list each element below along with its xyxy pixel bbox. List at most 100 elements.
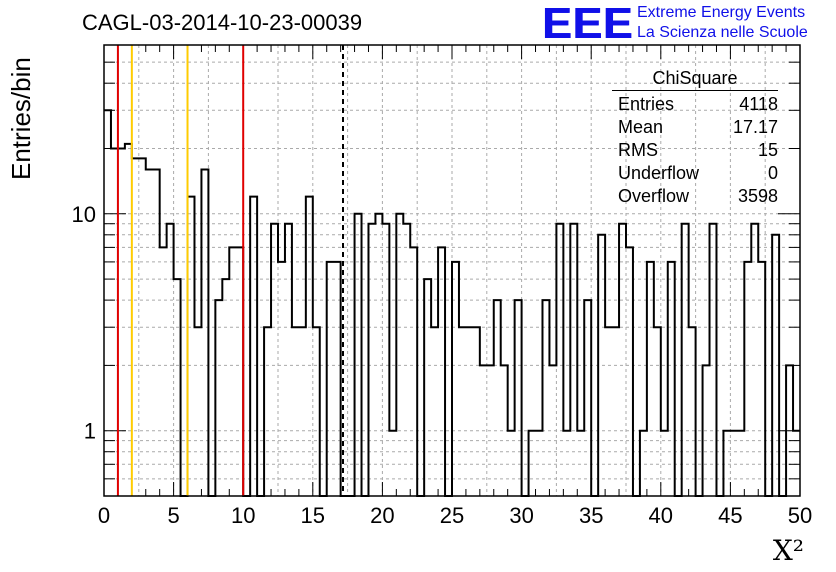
histogram-bin	[327, 262, 334, 496]
chart-title: CAGL-03-2014-10-23-00039	[82, 10, 363, 35]
histogram-bin	[375, 214, 382, 496]
histogram-bin	[536, 431, 543, 496]
histogram-bin	[264, 327, 271, 496]
x-tick-label: 15	[301, 503, 325, 528]
histogram-bin	[410, 247, 417, 496]
histogram-bin	[619, 224, 626, 496]
histogram-bin	[118, 148, 125, 496]
histogram-bin	[598, 235, 605, 496]
histogram-bin	[229, 247, 236, 496]
histogram-bin	[222, 279, 229, 496]
histogram-bin	[501, 365, 508, 496]
histogram-bin	[146, 170, 153, 496]
histogram-bin	[786, 365, 793, 496]
histogram-bin	[563, 431, 570, 496]
histogram-bin	[751, 224, 758, 496]
plot-frame	[103, 44, 801, 497]
stats-label: Mean	[618, 117, 664, 137]
histogram-bin	[723, 431, 730, 496]
x-tick-label: 20	[370, 503, 394, 528]
stats-label: Overflow	[618, 186, 690, 206]
histogram-bin	[466, 327, 473, 496]
stats-row-entries: Entries 4118	[612, 93, 778, 116]
histogram-bin	[278, 262, 285, 496]
stats-value: 15	[757, 140, 778, 160]
eee-logo: EEE	[542, 0, 634, 48]
x-tick-label: 10	[231, 503, 255, 528]
histogram-bin	[710, 224, 717, 496]
histogram-bin	[480, 365, 487, 496]
histogram-bin	[605, 327, 612, 496]
histogram-bin	[368, 224, 375, 496]
histogram-bin	[201, 170, 208, 496]
histogram-bin	[772, 235, 779, 496]
histogram-bin	[626, 247, 633, 496]
logo-subtitle-1: Extreme Energy Events	[637, 4, 806, 21]
x-axis-label: X²	[772, 534, 804, 567]
histogram-bin	[515, 300, 522, 496]
x-tick-label: 35	[579, 503, 603, 528]
histogram-bin	[452, 262, 459, 496]
histogram-bin	[396, 214, 403, 496]
histogram-bin	[299, 327, 306, 496]
histogram-series	[104, 109, 800, 497]
histogram-bin	[459, 327, 466, 496]
histogram-bin	[758, 262, 765, 496]
histogram-bin	[306, 197, 313, 496]
x-tick-label: 25	[440, 503, 464, 528]
stats-title: ChiSquare	[612, 68, 778, 91]
stats-row-underflow: Underflow 0	[612, 162, 778, 185]
histogram-bin	[271, 224, 278, 496]
stats-row-rms: RMS 15	[612, 139, 778, 162]
histogram-bin	[584, 300, 591, 496]
x-tick-label: 50	[788, 503, 812, 528]
y-tick-label: 1	[84, 419, 96, 444]
histogram-bin	[682, 224, 689, 496]
histogram-bin	[139, 158, 146, 496]
histogram-bin	[215, 300, 222, 496]
histogram-bin	[424, 279, 431, 496]
stats-value: 0	[767, 163, 778, 183]
stats-value: 4118	[739, 94, 778, 114]
histogram-bin	[542, 300, 549, 496]
x-tick-label: 40	[649, 503, 673, 528]
histogram-bin	[689, 327, 696, 496]
histogram-bin	[654, 327, 661, 496]
stats-row-overflow: Overflow 3598	[612, 185, 778, 208]
stats-value: 3598	[737, 186, 778, 206]
stats-value: 17.17	[732, 117, 778, 137]
histogram-bin	[403, 224, 410, 496]
histogram-bin	[132, 158, 139, 496]
histogram-bin	[382, 224, 389, 496]
histogram-bin	[160, 247, 167, 496]
x-tick-label: 45	[718, 503, 742, 528]
histogram-bin	[125, 144, 132, 496]
histogram-bin	[292, 327, 299, 496]
histogram-bin	[104, 110, 111, 496]
histogram-bin	[285, 224, 292, 496]
histogram-bin	[661, 431, 668, 496]
stats-box: ChiSquare Entries 4118 Mean 17.17 RMS 15…	[612, 68, 778, 208]
histogram-bin	[730, 431, 737, 496]
histogram-bin	[793, 431, 800, 496]
histogram-bin	[703, 365, 710, 496]
histogram-bin	[473, 327, 480, 496]
histogram-bin	[313, 327, 320, 496]
histogram-bin	[487, 365, 494, 496]
histogram-bin	[529, 431, 536, 496]
histogram-bin	[668, 262, 675, 496]
histogram-bin	[174, 279, 181, 496]
stats-row-mean: Mean 17.17	[612, 116, 778, 139]
histogram-bin	[389, 431, 396, 496]
y-axis-label: Entries/bin	[6, 57, 36, 180]
logo-subtitle-2: La Scienza nelle Scuole	[637, 24, 808, 41]
histogram-bin	[647, 262, 654, 496]
histogram-bin	[612, 327, 619, 496]
histogram-bin	[744, 262, 751, 496]
histogram-bin	[438, 247, 445, 496]
histogram-bin	[556, 224, 563, 496]
y-tick-label: 10	[72, 202, 96, 227]
stats-label: Underflow	[618, 163, 700, 183]
histogram-bin	[431, 327, 438, 496]
